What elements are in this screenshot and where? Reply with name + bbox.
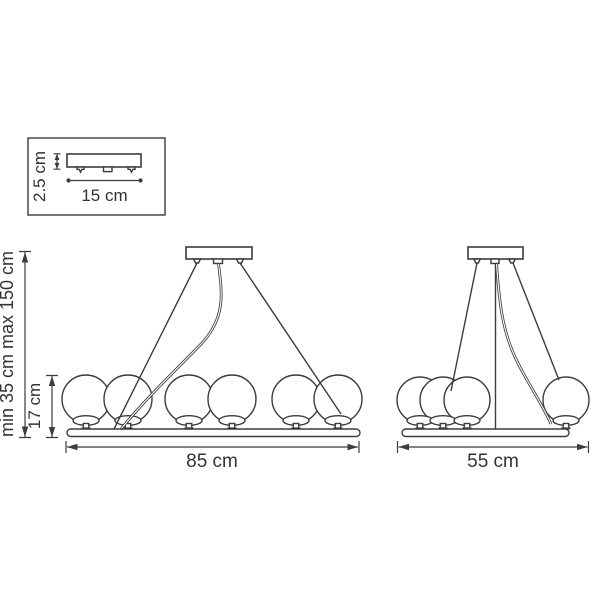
globe-height-dimension [46,374,58,439]
mount-height-dimension [53,153,61,170]
mount-height-label: 2.5 cm [30,151,49,202]
mount-foot-right [127,166,136,174]
side-depth-label: 55 cm [467,451,519,472]
mount-plate [66,153,142,168]
side-depth-dimension [396,441,590,453]
globe-stand [72,415,100,430]
front-width-dimension [65,441,360,453]
canopy-connector [490,258,500,265]
base-bar [66,428,361,438]
suspension-cable [113,262,198,430]
globe-stand [175,415,203,430]
canopy-connector [235,258,245,264]
side-view: 55 cm [396,246,590,472]
globe-stand [429,415,457,430]
globe-stand [406,415,434,430]
mount-width-dimension [66,178,143,183]
globe-height-label: 17 cm [25,383,44,429]
canopy-connector [212,258,224,265]
suspension-height-label: min 35 cm max 150 cm [0,251,17,437]
globe-stand [218,415,246,430]
power-wire-core [120,263,222,430]
mount-notch [102,166,113,173]
mount-foot-left [76,166,85,174]
suspension-cable [450,262,478,392]
globe-stand [324,415,352,430]
suspension-cable [512,262,560,381]
base-bar [401,428,570,438]
globe-stand [453,415,481,430]
suspension-cable [239,262,342,415]
detail-box-border [27,137,166,216]
front-width-label: 85 cm [186,451,238,472]
front-view: 85 cm [61,246,363,472]
globe-stand [282,415,310,430]
canopy-connector [507,258,517,264]
power-wire-core [495,263,552,425]
ceiling-canopy [467,246,524,260]
canopy-connector [472,258,482,264]
ceiling-canopy [185,246,253,260]
mount-width-label: 15 cm [81,186,127,205]
globe-stand [552,415,580,430]
canopy-connector [192,258,202,264]
suspension-height-dimension [19,250,31,439]
mount-detail: 2.5 cm 15 cm [27,137,166,216]
